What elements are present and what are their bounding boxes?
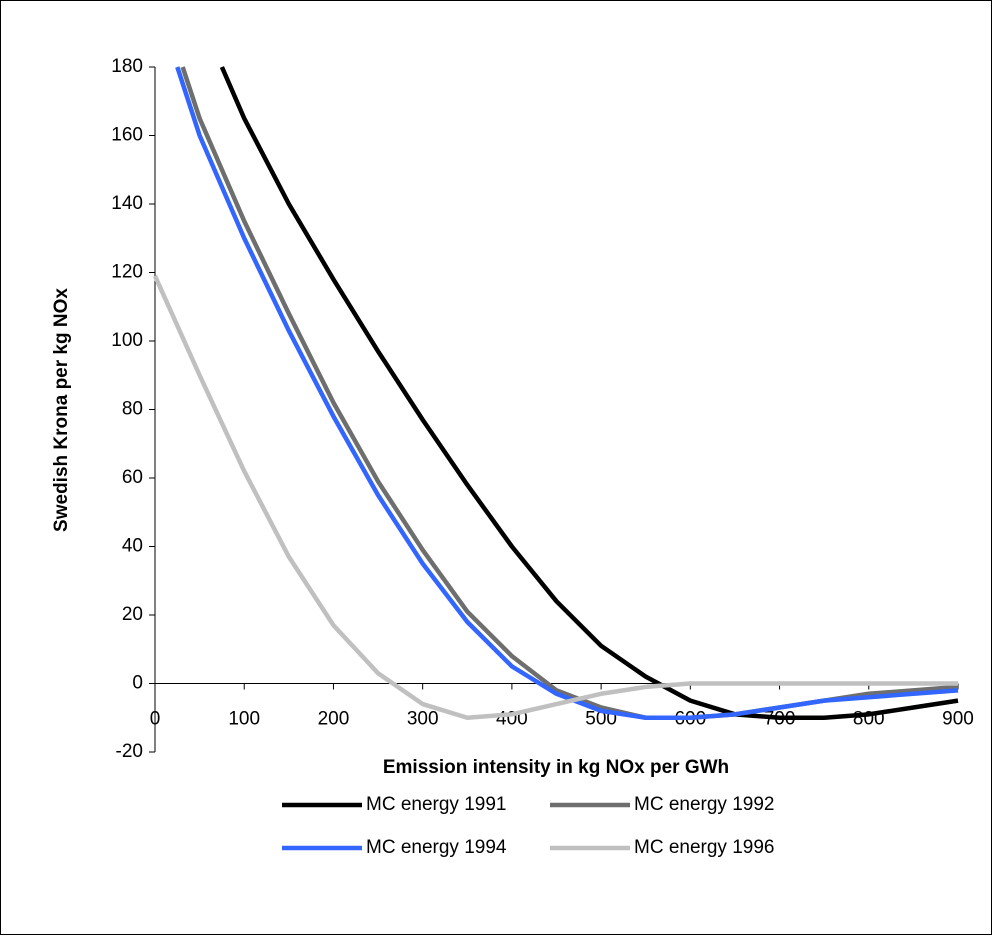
y-tick-label: 120 bbox=[111, 262, 143, 283]
x-tick-label: 0 bbox=[150, 709, 161, 730]
y-tick-label: 160 bbox=[111, 125, 143, 146]
y-tick-label: 40 bbox=[122, 536, 143, 557]
series-line bbox=[219, 66, 959, 720]
y-tick-label: 20 bbox=[122, 604, 143, 625]
x-axis-title: Emission intensity in kg NOx per GWh bbox=[383, 757, 729, 778]
x-tick-label: 100 bbox=[228, 709, 260, 730]
legend-label: MC energy 1996 bbox=[634, 837, 774, 858]
x-tick-label: 900 bbox=[942, 709, 974, 730]
series-line bbox=[152, 275, 958, 720]
legend-label: MC energy 1994 bbox=[366, 837, 507, 858]
y-tick-label: 180 bbox=[111, 56, 143, 77]
x-tick-label: 200 bbox=[318, 709, 350, 730]
legend-label: MC energy 1992 bbox=[634, 794, 774, 815]
y-tick-label: 0 bbox=[132, 673, 143, 694]
legend-label: MC energy 1991 bbox=[366, 794, 506, 815]
series-line bbox=[175, 66, 959, 720]
y-tick-label: 60 bbox=[122, 467, 143, 488]
y-tick-label: 100 bbox=[111, 330, 143, 351]
y-axis-title: Swedish Krona per kg NOx bbox=[51, 288, 72, 532]
y-tick-label: 80 bbox=[122, 399, 143, 420]
y-tick-label: -20 bbox=[116, 741, 143, 762]
y-tick-label: 140 bbox=[111, 193, 143, 214]
x-tick-label: 300 bbox=[407, 709, 439, 730]
